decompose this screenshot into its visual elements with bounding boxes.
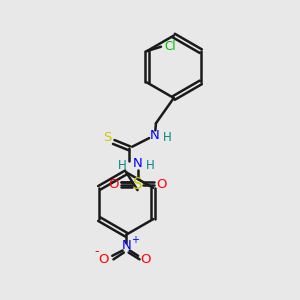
Text: H: H	[118, 159, 127, 172]
Text: O: O	[157, 178, 167, 191]
Text: O: O	[140, 254, 151, 266]
Text: N: N	[150, 129, 159, 142]
Text: N: N	[133, 158, 142, 170]
Text: -: -	[94, 244, 99, 258]
Text: H: H	[146, 159, 155, 172]
Text: N: N	[121, 239, 131, 252]
Text: S: S	[103, 131, 111, 144]
Text: S: S	[133, 177, 142, 192]
Text: Cl: Cl	[164, 40, 176, 52]
Text: +: +	[130, 235, 139, 245]
Text: O: O	[98, 254, 109, 266]
Text: O: O	[108, 178, 119, 191]
Text: H: H	[163, 131, 171, 144]
